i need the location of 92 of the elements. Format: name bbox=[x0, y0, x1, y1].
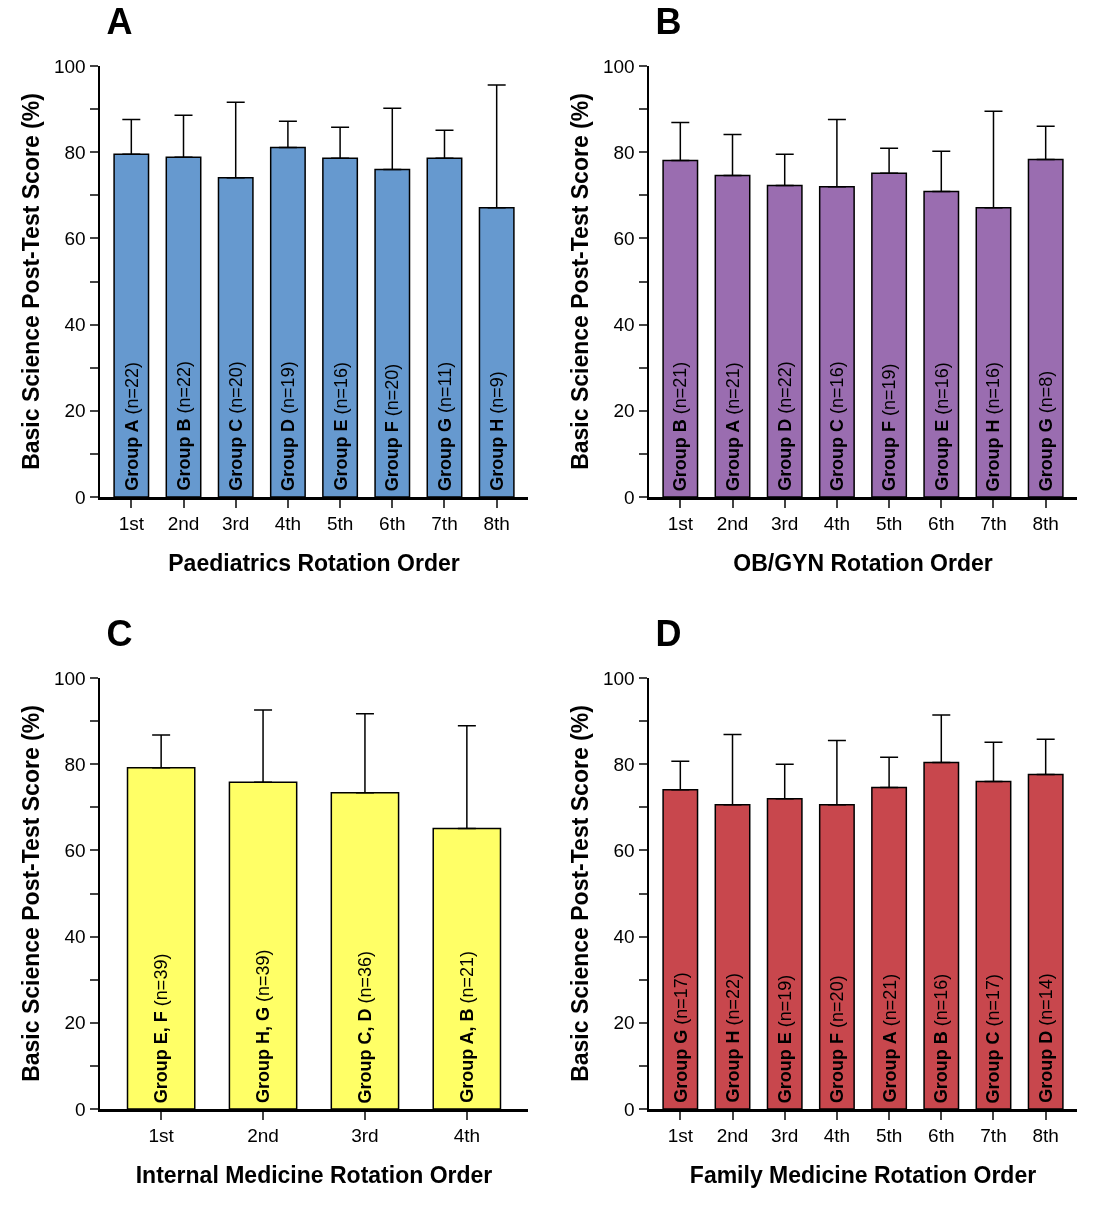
chart-title: B bbox=[655, 1, 682, 43]
annotation: Group C, D (n=36) bbox=[355, 950, 376, 1104]
y-tick-label: 0 bbox=[624, 486, 635, 508]
x-axis-title: OB/GYN Rotation Order bbox=[733, 550, 993, 577]
y-tick-label: 100 bbox=[54, 55, 86, 77]
y-tick-label: 0 bbox=[624, 1098, 635, 1120]
y-tick-label: 40 bbox=[613, 926, 635, 948]
x-axis-title: Paediatrics Rotation Order bbox=[168, 550, 460, 577]
x-tick-label: 8th bbox=[1032, 513, 1059, 535]
annotation: Group C (n=16) bbox=[826, 361, 847, 491]
annotation: Group G (n=8) bbox=[1036, 370, 1057, 492]
annotation: Group D (n=14) bbox=[1035, 973, 1056, 1103]
annotation: Group A (n=21) bbox=[723, 362, 744, 492]
annotation: Group H, G (n=39) bbox=[253, 949, 274, 1104]
x-tick-label: 6th bbox=[928, 1125, 955, 1147]
annotation: Group H (n=16) bbox=[983, 361, 1004, 492]
y-tick-label: 40 bbox=[64, 314, 86, 336]
y-tick-label: 80 bbox=[64, 753, 86, 775]
x-tick-label: 8th bbox=[483, 513, 510, 535]
annotation: Group A (n=21) bbox=[879, 973, 900, 1103]
x-tick-label: 4th bbox=[823, 513, 851, 535]
y-axis-title: Basic Science Post-Test Score (%) bbox=[18, 93, 45, 470]
annotation: Group A, B (n=21) bbox=[456, 950, 477, 1103]
y-tick-label: 40 bbox=[64, 926, 86, 948]
annotation: Group H (n=9) bbox=[486, 371, 507, 491]
x-tick-label: 2nd bbox=[167, 513, 200, 535]
y-tick-label: 20 bbox=[613, 1012, 635, 1034]
y-tick-label: 60 bbox=[613, 228, 635, 250]
annotation: Group F (n=20) bbox=[382, 363, 403, 492]
annotation: Group G (n=11) bbox=[434, 361, 455, 491]
annotation: Group B (n=21) bbox=[670, 361, 691, 492]
y-tick-label: 0 bbox=[75, 486, 86, 508]
x-tick-label: 2nd bbox=[247, 1125, 279, 1147]
y-tick-label: 20 bbox=[613, 400, 635, 422]
annotation: Group H (n=22) bbox=[722, 972, 743, 1103]
x-axis-title: Family Medicine Rotation Order bbox=[689, 1162, 1037, 1189]
y-tick-label: 60 bbox=[64, 840, 86, 862]
annotation: Group C (n=17) bbox=[983, 973, 1004, 1104]
x-tick-label: 1st bbox=[148, 1125, 175, 1147]
x-tick-label: 3rd bbox=[221, 513, 250, 535]
y-tick-label: 80 bbox=[613, 753, 635, 775]
y-tick-label: 20 bbox=[64, 400, 86, 422]
annotation: Group A (n=22) bbox=[121, 361, 142, 491]
annotation: Group D (n=22) bbox=[774, 361, 795, 491]
y-tick-label: 0 bbox=[75, 1098, 86, 1120]
x-tick-label: 5th bbox=[875, 513, 903, 535]
x-axis-title: Internal Medicine Rotation Order bbox=[135, 1162, 493, 1189]
chart-title: A bbox=[106, 1, 133, 43]
x-tick-label: 5th bbox=[875, 1125, 903, 1147]
x-tick-label: 6th bbox=[379, 513, 406, 535]
chart-title: D bbox=[655, 613, 682, 655]
x-tick-label: 1st bbox=[118, 513, 145, 535]
y-axis-title: Basic Science Post-Test Score (%) bbox=[567, 93, 594, 470]
y-tick-label: 60 bbox=[613, 840, 635, 862]
x-tick-label: 5th bbox=[326, 513, 354, 535]
y-axis-title: Basic Science Post-Test Score (%) bbox=[567, 705, 594, 1082]
x-tick-label: 3rd bbox=[770, 1125, 799, 1147]
annotation: Group C (n=20) bbox=[225, 361, 246, 491]
annotation: Group E, F (n=39) bbox=[151, 953, 172, 1104]
x-tick-label: 1st bbox=[667, 513, 694, 535]
annotation: Group G (n=17) bbox=[670, 972, 691, 1103]
y-axis-title: Basic Science Post-Test Score (%) bbox=[18, 705, 45, 1082]
y-tick-label: 100 bbox=[603, 55, 635, 77]
x-tick-label: 4th bbox=[453, 1125, 481, 1147]
x-tick-label: 6th bbox=[928, 513, 955, 535]
annotation: Group F (n=19) bbox=[879, 363, 900, 492]
y-tick-label: 40 bbox=[613, 314, 635, 336]
x-tick-label: 7th bbox=[980, 1125, 1007, 1147]
y-tick-label: 20 bbox=[64, 1012, 86, 1034]
annotation: Group E (n=19) bbox=[775, 974, 796, 1104]
x-tick-label: 7th bbox=[431, 513, 458, 535]
y-tick-label: 60 bbox=[64, 228, 86, 250]
chart-title: C bbox=[106, 613, 133, 655]
annotation: Group D (n=19) bbox=[277, 361, 298, 491]
x-tick-label: 3rd bbox=[770, 513, 799, 535]
annotation: Group E (n=16) bbox=[931, 362, 952, 491]
annotation: Group F (n=20) bbox=[826, 975, 847, 1103]
y-tick-label: 80 bbox=[64, 141, 86, 163]
annotation: Group B (n=16) bbox=[931, 973, 952, 1104]
annotation: Group B (n=22) bbox=[173, 360, 194, 491]
x-tick-label: 2nd bbox=[716, 513, 749, 535]
x-tick-label: 4th bbox=[823, 1125, 851, 1147]
y-tick-label: 100 bbox=[603, 667, 635, 689]
annotation: Group E (n=16) bbox=[330, 362, 351, 491]
x-tick-label: 1st bbox=[667, 1125, 694, 1147]
x-tick-label: 8th bbox=[1032, 1125, 1059, 1147]
x-tick-label: 7th bbox=[980, 513, 1007, 535]
x-tick-label: 4th bbox=[274, 513, 302, 535]
x-tick-label: 2nd bbox=[716, 1125, 749, 1147]
y-tick-label: 100 bbox=[54, 667, 86, 689]
x-tick-label: 3rd bbox=[351, 1125, 379, 1147]
y-tick-label: 80 bbox=[613, 141, 635, 163]
